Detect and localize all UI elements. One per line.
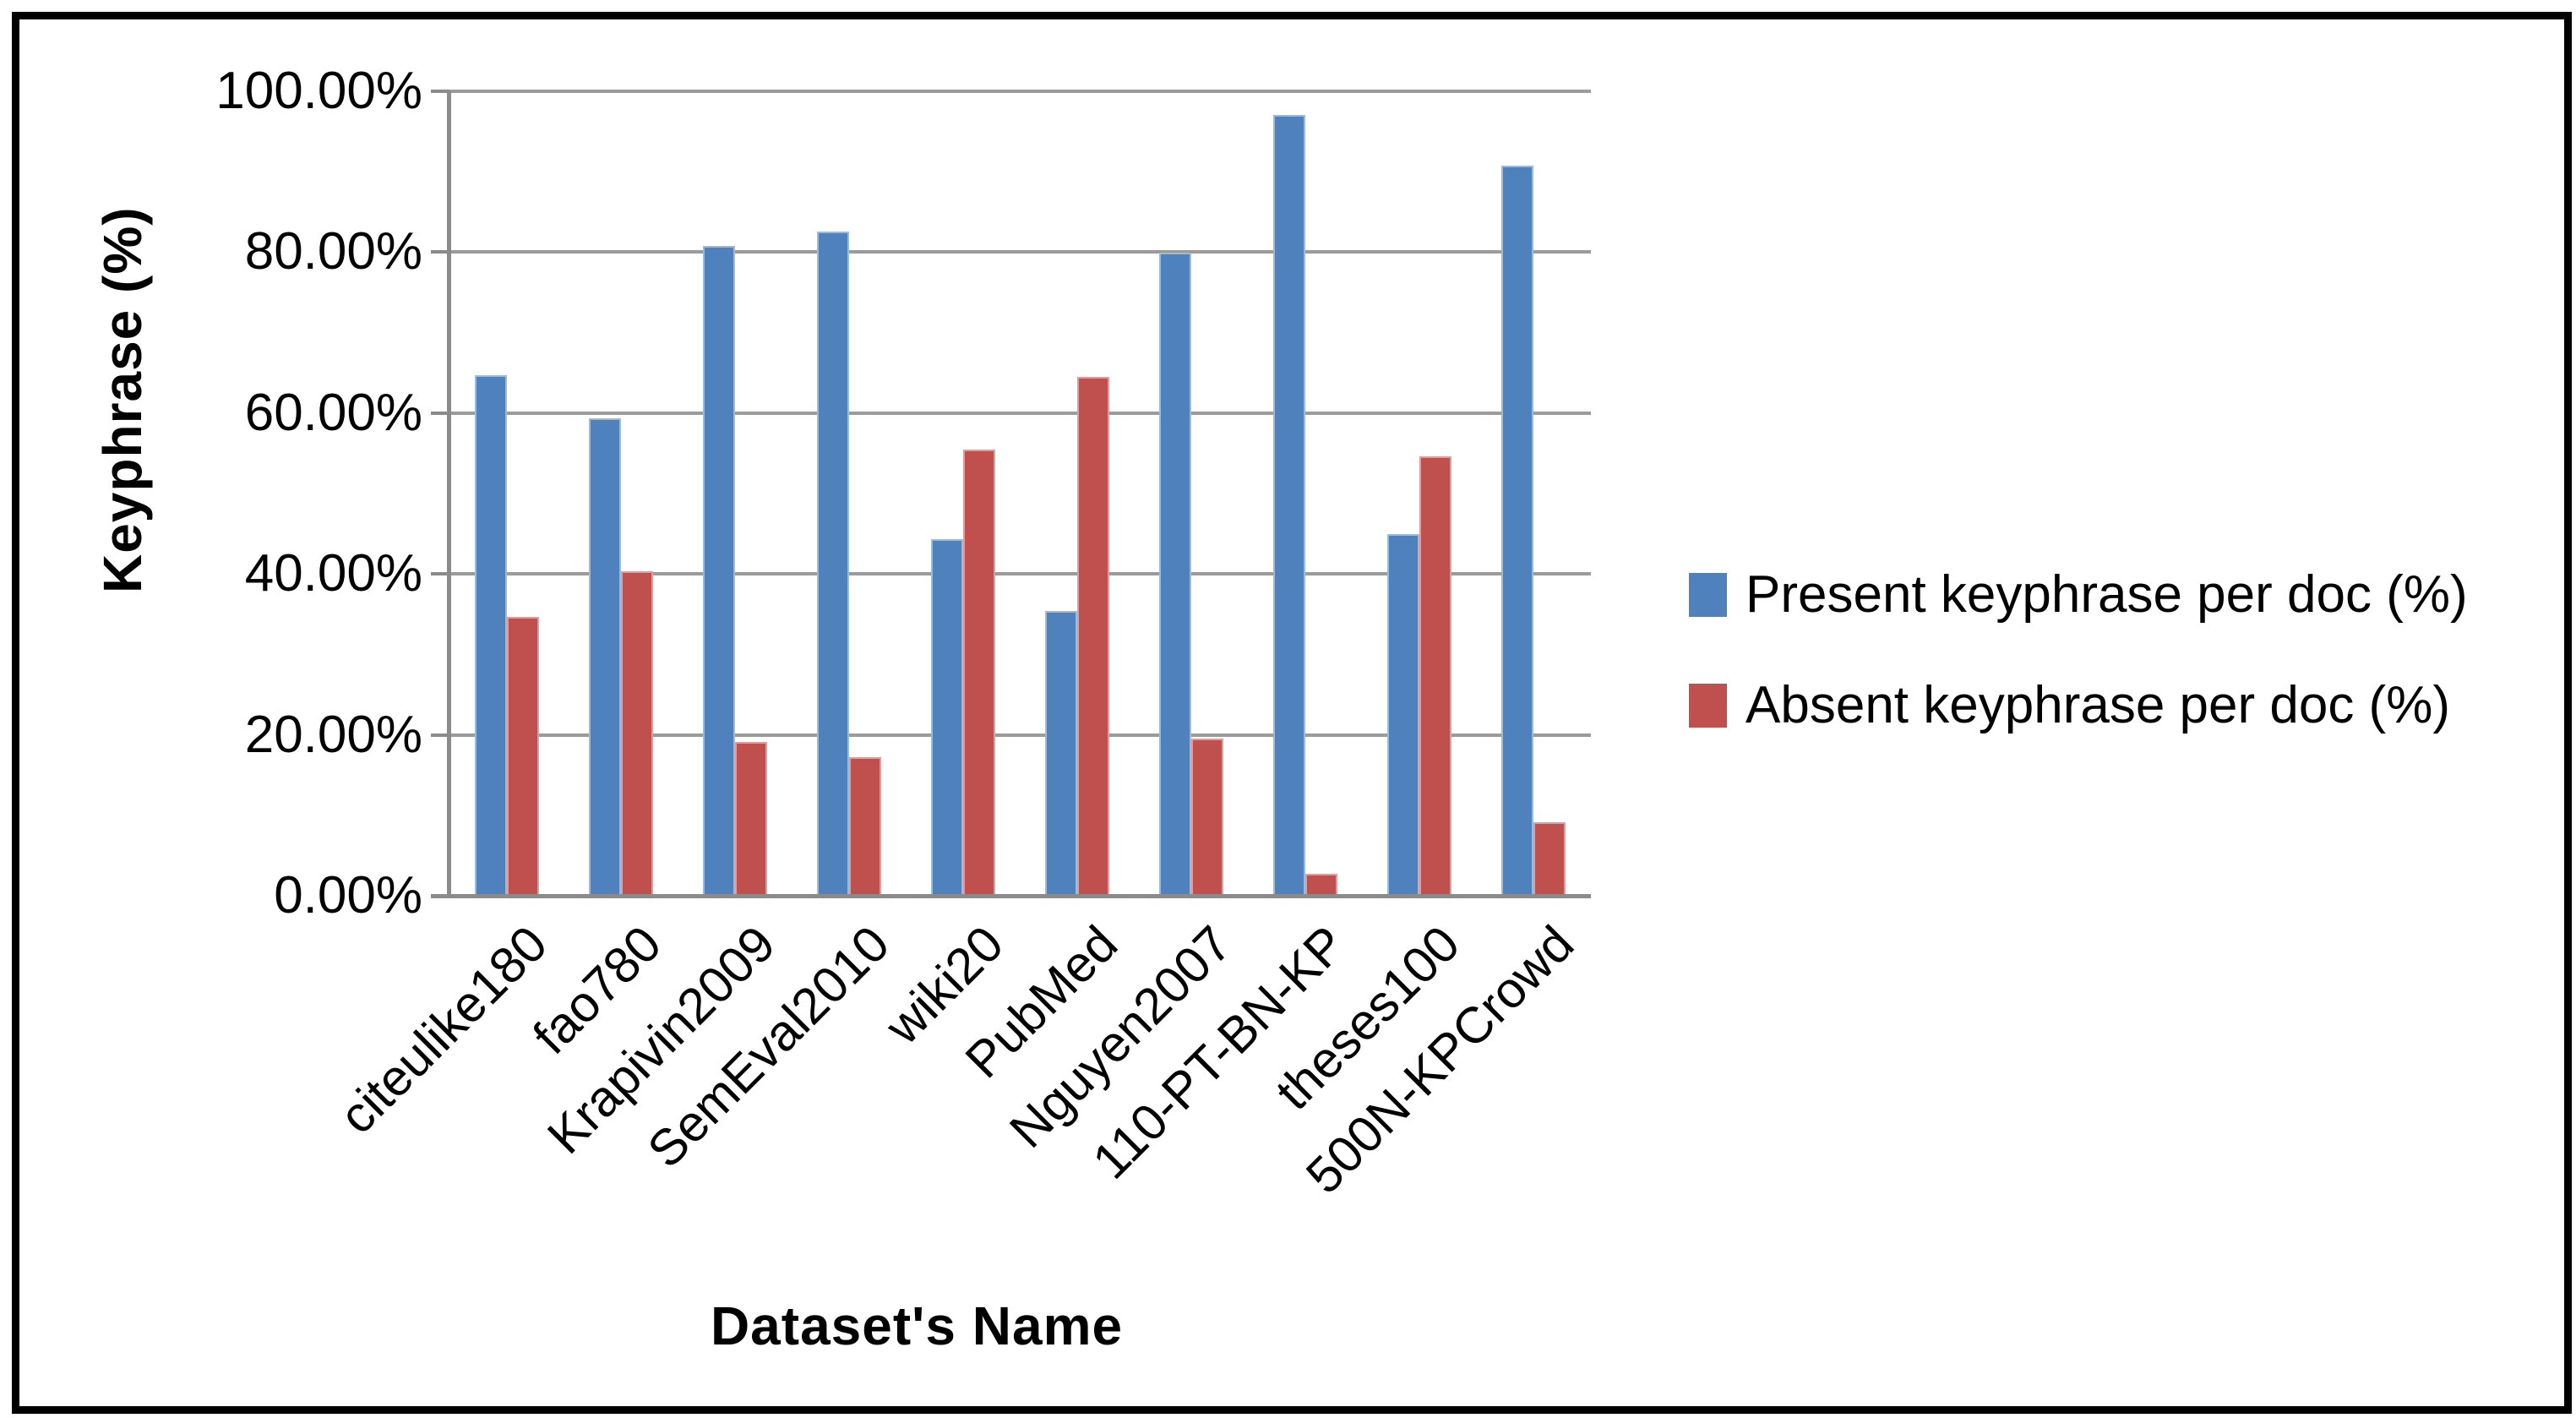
bar-absent-wiki20 (962, 449, 995, 896)
bar-present-citeulike180 (474, 375, 507, 896)
bar-present-PubMed (1045, 610, 1078, 896)
bar-present-110-PT-BN-KP (1273, 114, 1306, 896)
y-gridline (449, 411, 1591, 415)
y-tick (431, 411, 449, 415)
legend-item-present: Present keyphrase per doc (%) (1689, 567, 2468, 623)
y-tick (431, 90, 449, 93)
legend-swatch-present (1689, 573, 1727, 617)
bar-absent-citeulike180 (506, 616, 539, 896)
y-axis-title: Keyphrase (%) (92, 206, 153, 593)
y-gridline (449, 90, 1591, 93)
bar-present-theses100 (1387, 533, 1420, 896)
bar-present-wiki20 (930, 539, 963, 896)
bar-present-fao780 (588, 417, 621, 896)
x-axis-title: Dataset's Name (710, 1295, 1124, 1356)
legend-item-absent: Absent keyphrase per doc (%) (1689, 678, 2450, 734)
y-tick-label: 40.00% (244, 544, 422, 603)
bar-absent-PubMed (1077, 376, 1110, 896)
y-gridline (449, 572, 1591, 576)
legend-label: Present keyphrase per doc (%) (1745, 565, 2468, 624)
chart-outer-border (12, 12, 2572, 1414)
y-tick-label: 20.00% (244, 705, 422, 764)
y-axis-line (447, 91, 451, 897)
bar-absent-500N-KPCrowd (1533, 822, 1566, 896)
y-tick-label: 100.00% (215, 62, 422, 120)
y-tick-label: 0.00% (274, 866, 422, 924)
y-tick (431, 250, 449, 254)
y-gridline (449, 733, 1591, 737)
bar-present-SemEval2010 (816, 231, 849, 896)
bar-absent-110-PT-BN-KP (1305, 874, 1338, 896)
bar-present-Krapivin2009 (702, 245, 735, 896)
bar-absent-fao780 (620, 571, 653, 896)
y-tick-label: 60.00% (244, 383, 422, 442)
y-tick-label: 80.00% (244, 222, 422, 281)
bar-absent-SemEval2010 (848, 757, 881, 896)
bar-absent-Krapivin2009 (734, 742, 767, 896)
bar-present-500N-KPCrowd (1501, 165, 1534, 896)
y-tick (431, 733, 449, 737)
y-tick (431, 572, 449, 576)
bar-absent-theses100 (1419, 456, 1452, 896)
y-gridline (449, 250, 1591, 254)
bar-absent-Nguyen2007 (1191, 739, 1224, 896)
bar-present-Nguyen2007 (1159, 253, 1192, 896)
legend-label: Absent keyphrase per doc (%) (1745, 676, 2450, 734)
x-axis-line (431, 894, 1591, 898)
legend-swatch-absent (1689, 684, 1727, 728)
